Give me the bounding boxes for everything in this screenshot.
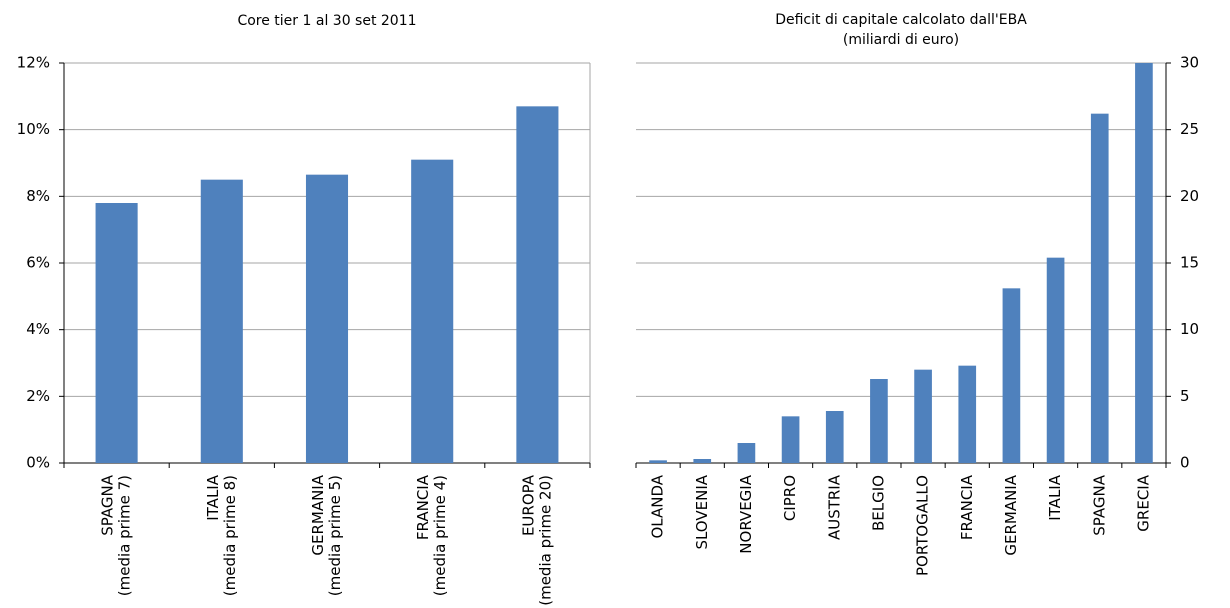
x-tick-label: GERMANIA [309,474,327,555]
x-tick-label: (media prime 5) [326,475,344,596]
x-tick-label: EUROPA [519,474,537,536]
x-tick-label: SPAGNA [99,474,117,535]
bar [958,365,977,463]
chart-title: Core tier 1 al 30 set 2011 [237,13,416,29]
x-tick-label: NORVEGIA [737,474,755,553]
y-tick-label: 10% [17,120,50,138]
x-tick-label: CIPRO [781,475,799,521]
bar [1135,63,1153,463]
y-tick-label: 30 [1180,54,1199,72]
x-tick-label: (media prime 7) [116,475,134,596]
bar [870,379,888,463]
x-tick-label: FRANCIA [414,474,432,540]
bar [95,203,138,463]
bar [737,443,756,463]
y-tick-label: 25 [1180,120,1199,138]
x-tick-label: BELGIO [869,475,887,531]
x-tick-label: PORTOGALLO [914,475,932,576]
y-tick-label: 6% [26,254,50,272]
bar [200,179,243,463]
y-tick-label: 5 [1180,387,1190,405]
y-tick-label: 0 [1180,454,1190,472]
y-tick-label: 10 [1180,320,1199,338]
x-tick-label: SPAGNA [1090,474,1108,535]
bar [781,416,800,463]
bar [411,159,454,463]
bar [914,369,932,463]
bar [305,174,349,463]
bar [825,411,844,463]
x-tick-label: OLANDA [649,474,667,538]
bar [649,460,667,463]
x-tick-label: ITALIA [204,474,222,520]
y-tick-label: 8% [26,187,50,205]
chart-title: Deficit di capitale calcolato dall'EBA [775,12,1027,28]
x-tick-label: (media prime 20) [536,475,554,606]
x-tick-label: AUSTRIA [825,474,843,540]
x-tick-label: FRANCIA [958,474,976,540]
x-tick-label: GERMANIA [1002,474,1020,555]
y-tick-label: 0% [26,454,50,472]
bar [516,106,559,463]
bar [1002,288,1021,463]
bar [693,459,712,463]
x-tick-label: ITALIA [1046,474,1064,520]
bar [1046,257,1065,463]
bar [1090,113,1109,464]
x-tick-label: SLOVENIA [693,474,711,549]
y-tick-label: 2% [26,387,50,405]
y-tick-label: 20 [1180,187,1199,205]
y-tick-label: 4% [26,320,50,338]
y-tick-label: 15 [1180,254,1199,272]
x-tick-label: GRECIA [1134,474,1152,531]
x-tick-label: (media prime 4) [431,475,449,596]
y-tick-label: 12% [17,54,50,72]
x-tick-label: (media prime 8) [221,475,239,596]
chart-subtitle: (miliardi di euro) [843,32,959,48]
